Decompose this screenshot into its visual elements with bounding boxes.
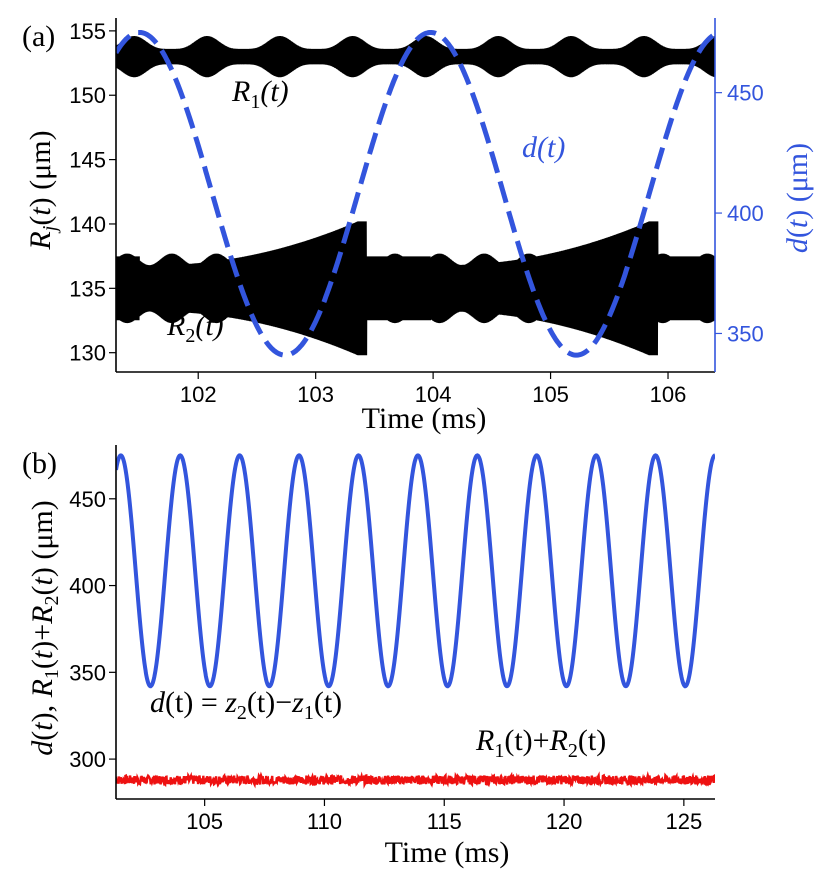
sum-r1: R — [475, 724, 494, 757]
panel-a-y-ticklabel-145: 145 — [69, 148, 106, 173]
panel-b-x-ticks: 105 110 115 120 125 — [186, 799, 702, 834]
panel-a-plot-area — [116, 30, 715, 358]
r2-series — [116, 221, 715, 356]
panel-a-y-ticklabel-130: 130 — [69, 341, 106, 366]
panel-b: (b) 105 110 115 120 125 300 350 400 450 Time (m… — [22, 445, 715, 869]
panel-a-yr-ticklabel-450: 450 — [727, 81, 764, 106]
panel-b-x-ticklabel-110: 110 — [307, 809, 342, 834]
panel-a-x-ticklabel-102: 102 — [180, 382, 217, 407]
panel-a-y-ticklabel-150: 150 — [69, 83, 106, 108]
panel-b-x-ticklabel-125: 125 — [665, 809, 702, 834]
b-sum-series — [116, 771, 715, 790]
panel-a-yr-ticklabel-350: 350 — [727, 321, 764, 346]
d-annotation: d(t) — [522, 131, 565, 164]
b-d-series — [116, 453, 715, 689]
r2-sub: 2 — [185, 325, 195, 347]
panel-a-label: (a) — [22, 20, 55, 53]
r2-annotation: R2(t) — [166, 309, 224, 347]
sum-annotation: R1(t)+R2(t) — [475, 724, 606, 762]
panel-a-y-ticklabel-140: 140 — [69, 212, 106, 237]
sum-plus: (t)+ — [504, 724, 549, 757]
d-formula-end: (t) — [314, 686, 342, 719]
panel-b-plot-area — [116, 453, 715, 790]
panel-b-y-ticklabel-350: 350 — [69, 660, 106, 685]
panel-a-y-ticklabel-135: 135 — [69, 276, 106, 301]
panel-a-x-ticklabel-106: 106 — [650, 382, 687, 407]
r2-tail: (t) — [195, 309, 223, 342]
panel-b-x-ticklabel-115: 115 — [427, 809, 462, 834]
d-formula-z2: z — [224, 686, 237, 719]
r1-main: R — [231, 75, 250, 108]
d-formula-z1-sub: 1 — [304, 702, 314, 724]
panel-a: (a) 102 103 104 105 106 130 135 140 145 150 155 3… — [22, 18, 814, 435]
d-formula-annotation: d(t) = z2(t)−z1(t) — [150, 686, 342, 724]
panel-b-y-ticks: 300 350 400 450 — [69, 487, 116, 772]
panel-a-y-ticklabel-155: 155 — [69, 19, 106, 44]
panel-b-y-ticklabel-300: 300 — [69, 747, 106, 772]
r2-main: R — [166, 309, 185, 342]
panel-a-x-ticks: 102 103 104 105 106 — [180, 372, 687, 407]
r1-tail: (t) — [260, 75, 288, 108]
panel-a-x-ticklabel-105: 105 — [532, 382, 569, 407]
r1-sub: 1 — [250, 91, 260, 113]
panel-a-ylabel: Rj(t) (μm) — [24, 130, 61, 250]
d-formula-z2-sub: 2 — [237, 702, 247, 724]
panel-b-y-ticklabel-400: 400 — [69, 574, 106, 599]
panel-a-y-ticks-right: 350 400 450 — [715, 81, 764, 346]
panel-a-xlabel: Time (ms) — [362, 402, 487, 435]
d-formula-eq: (t) = — [165, 686, 225, 719]
panel-a-x-ticklabel-104: 104 — [415, 382, 452, 407]
sum-end: (t) — [578, 724, 606, 757]
panel-a-ylabel-right: d(t) (μm) — [781, 143, 814, 253]
sum-r2: R — [549, 724, 568, 757]
panel-b-x-ticklabel-120: 120 — [546, 809, 583, 834]
panel-b-label: (b) — [22, 447, 57, 480]
panel-a-yr-ticklabel-400: 400 — [727, 201, 764, 226]
r1-series — [116, 35, 715, 78]
d-series — [116, 30, 715, 358]
panel-b-xlabel: Time (ms) — [385, 836, 510, 869]
panel-b-ylabel: d(t), R1(t)+R2(t) (μm) — [26, 500, 63, 756]
d-formula-d: d — [150, 686, 166, 719]
panel-b-x-ticklabel-105: 105 — [186, 809, 223, 834]
d-formula-mid: (t)− — [247, 686, 292, 719]
panel-b-y-ticklabel-450: 450 — [69, 487, 106, 512]
panel-a-x-ticklabel-103: 103 — [297, 382, 334, 407]
d-formula-z1: z — [291, 686, 304, 719]
sum-r2-sub: 2 — [568, 740, 578, 762]
sum-r1-sub: 1 — [494, 740, 504, 762]
panel-a-y-ticks: 130 135 140 145 150 155 — [69, 19, 116, 366]
r1-annotation: R1(t) — [231, 75, 289, 113]
